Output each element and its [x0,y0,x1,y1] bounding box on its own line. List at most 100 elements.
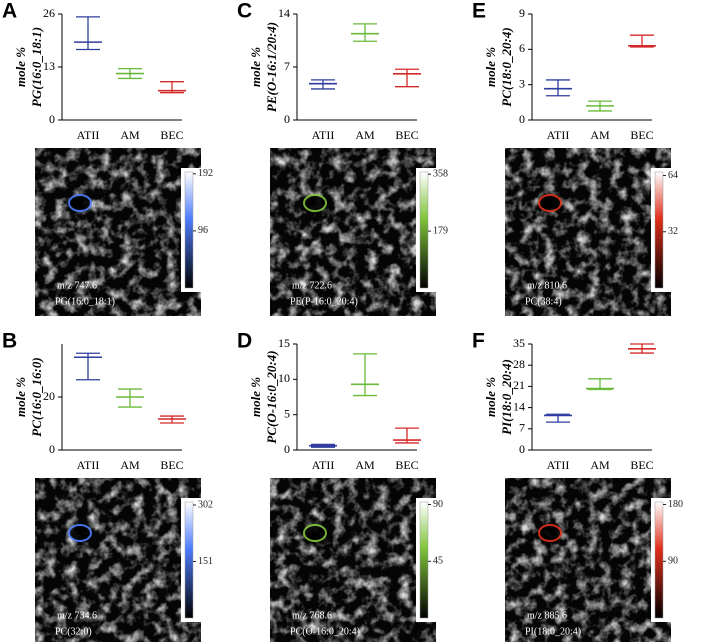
error-bar [628,34,656,48]
y-tick-label: 28 [513,357,525,371]
ms-image-airway [538,194,562,212]
colorbar-tick-label: 45 [433,556,443,567]
colorbar [184,501,194,619]
lipid-label: PC(32:0) [55,626,92,637]
error-bar [309,79,337,90]
ms-image [270,148,436,316]
y-tick-label: 6 [519,41,525,55]
mz-label: m/z 810.6 [527,280,567,291]
x-tick-label: AM [590,128,610,142]
colorbar-tick-label: 90 [433,499,443,510]
error-bar [393,427,421,444]
colorbar-tick-label: 151 [198,556,213,567]
x-tick-label: ATII [312,128,335,142]
colorbar [654,171,664,289]
x-tick-label: BEC [630,458,653,472]
colorbar-tick-label: 302 [198,499,213,510]
colorbar [419,501,429,619]
colorbar [184,171,194,289]
colorbar-tick-label: 180 [668,499,683,510]
colorbar-tick-label: 96 [198,225,208,236]
y-axis-unit: mole % [13,377,28,417]
mz-label: m/z 747.6 [57,280,97,291]
y-axis-unit: mole % [13,47,28,87]
error-bar [116,388,144,408]
y-tick-label: 7 [284,59,290,73]
y-axis-label: PC(O-16:0_20:4) [264,350,279,443]
y-tick-label: 14 [513,399,525,413]
y-axis-unit: mole % [248,377,263,417]
ms-image-airway [303,524,327,542]
colorbar [419,171,429,289]
y-tick-label: 35 [513,336,525,350]
panel-label: F [472,330,485,353]
error-bar [393,68,421,88]
colorbar-tick-label: 64 [668,170,678,181]
y-axis-label: PC(18:0_20:4) [499,27,514,106]
ms-image-airway [303,194,327,212]
y-axis-unit: mole % [483,377,498,417]
mz-label: m/z 734.6 [57,610,97,621]
x-tick-label: AM [355,128,375,142]
x-tick-label: BEC [160,458,183,472]
mz-label: m/z 885.6 [527,610,567,621]
y-tick-label: 5 [284,406,290,420]
y-axis-unit: mole % [248,47,263,87]
x-tick-label: BEC [395,458,418,472]
panel-label: B [2,330,17,353]
error-bar [309,443,337,448]
x-tick-label: AM [120,128,140,142]
y-tick-label: 26 [43,6,55,20]
mz-label: m/z 722.6 [292,280,332,291]
error-bar [74,352,102,381]
ms-image [505,148,671,316]
error-bar [74,16,102,51]
y-tick-label: 0 [49,112,55,126]
error-bar [628,343,656,354]
y-tick-label: 0 [519,112,525,126]
y-axis-label: PC(16:0_16:0) [29,357,44,436]
y-tick-label: 20 [43,389,55,403]
error-bar [586,100,614,112]
y-tick-label: 7 [519,421,525,435]
y-axis-label: PG(16:0_18:1) [29,27,44,107]
y-tick-label: 10 [278,371,290,385]
ms-image [270,478,436,642]
colorbar-tick-label: 179 [433,225,448,236]
x-tick-label: BEC [630,128,653,142]
x-tick-label: AM [355,458,375,472]
x-tick-label: BEC [395,128,418,142]
colorbar-tick-label: 192 [198,168,213,179]
y-axis-label: PI(18:0_20:4) [499,359,514,435]
error-bar [351,353,379,397]
x-tick-label: ATII [312,458,335,472]
y-tick-label: 15 [278,336,290,350]
y-axis-label: PE(O-16:1/20:4) [264,22,279,112]
y-tick-label: 0 [284,442,290,456]
panel-label: A [2,0,17,23]
ms-image [35,148,201,316]
y-tick-label: 3 [519,76,525,90]
error-bar [544,79,572,97]
x-tick-label: ATII [77,128,100,142]
x-tick-label: ATII [547,458,570,472]
lipid-label: PC(38:4) [525,296,562,307]
x-tick-label: ATII [547,128,570,142]
y-tick-label: 13 [43,59,55,73]
error-bar [544,413,572,423]
x-tick-label: AM [120,458,140,472]
error-bar [158,81,186,94]
ms-image-airway [538,524,562,542]
mz-label: m/z 768.6 [292,610,332,621]
colorbar-tick-label: 90 [668,556,678,567]
error-bar [351,23,379,42]
lipid-label: PE(P-16:0_20:4) [290,296,358,307]
colorbar-tick-label: 358 [433,169,448,180]
y-tick-label: 0 [284,112,290,126]
ms-image [35,478,201,642]
lipid-label: PG(16:0_18:1) [55,296,115,307]
x-tick-label: ATII [77,458,100,472]
panel-label: D [237,330,252,353]
ms-image-airway [68,524,92,542]
error-bar [116,67,144,80]
